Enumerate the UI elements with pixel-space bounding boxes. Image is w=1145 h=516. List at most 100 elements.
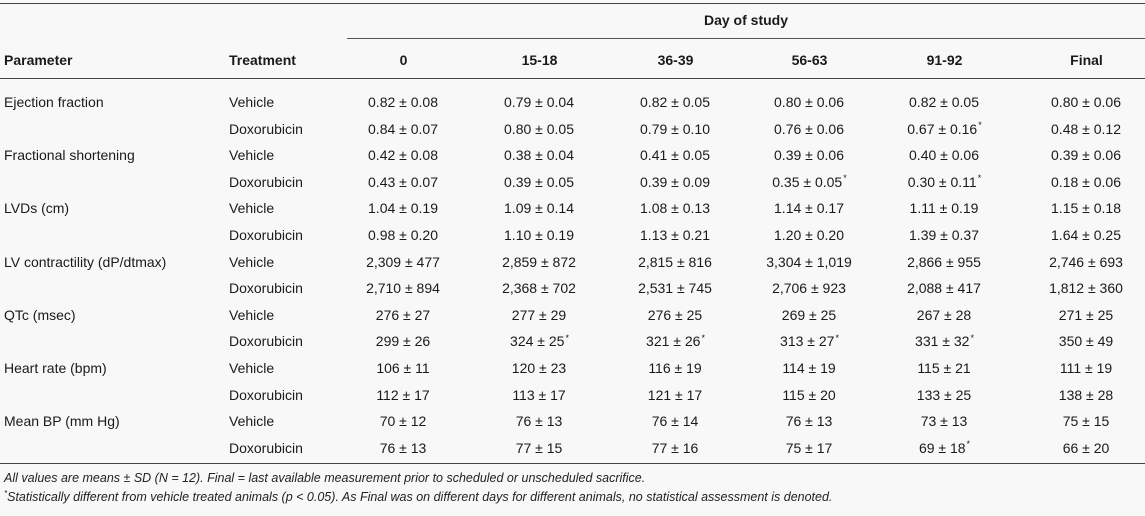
significance-star: * [966,439,971,450]
footnote-marker: * [4,488,8,498]
cell-treatment: Doxorubicin [229,280,303,297]
cell-value-text: 0.79 ± 0.04 [504,94,574,110]
significance-star: * [977,173,982,184]
cell-value: 106 ± 11 [347,355,460,381]
cell-value-text: 313 ± 27 [780,333,835,350]
cell-value-text: 277 ± 29 [511,306,567,323]
cell-value-text: 2,866 ± 955 [907,253,981,270]
span-header-day-of-study: Day of study [703,12,788,28]
cell-value-text: 113 ± 17 [512,386,566,403]
cell-parameter: LVDs (cm) [4,200,70,217]
cell-treatment: Doxorubicin [229,386,303,403]
cell-value-text: 75 ± 15 [1062,413,1110,430]
cell-value: 2,859 ± 872 [483,249,596,275]
cell-value-text: 0.40 ± 0.06 [909,147,979,164]
cell-value-text: 0.98 ± 0.20 [368,227,438,243]
cell-value-text: 0.39 ± 0.09 [640,173,710,190]
cell-parameter: LV contractility (dP/dtmax) [4,253,167,270]
cell-value: 73 ± 13 [888,408,1001,434]
cell-value-text: 2,815 ± 816 [638,253,712,270]
cell-value: 2,710 ± 894 [347,275,460,301]
cell-parameter: QTc (msec) [4,306,76,323]
cell-value: 299 ± 26 [347,328,460,354]
cell-value-text: 112 ± 17 [376,386,430,403]
cell-value: 2,815 ± 816 [619,249,732,275]
cell-value: 112 ± 17 [347,382,460,408]
col-header-day-36-39: 36-39 [657,52,694,68]
cell-value: 75 ± 17 [753,435,866,461]
cell-value-text: 106 ± 11 [376,360,430,376]
bottom-rule [0,463,1145,464]
cell-value: 1.09 ± 0.14 [483,195,596,221]
cell-value: 111 ± 19 [1030,355,1143,381]
cell-value: 77 ± 16 [619,435,732,461]
cell-value: 0.98 ± 0.20 [347,222,460,248]
cell-value: 76 ± 13 [483,408,596,434]
cell-value: 1.11 ± 0.19 [888,195,1001,221]
cell-value-text: 0.39 ± 0.06 [1051,147,1121,164]
cell-value: 121 ± 17 [619,382,732,408]
cell-value-text: 76 ± 13 [515,413,563,430]
cell-treatment: Vehicle [229,306,275,323]
cell-value-text: 1.08 ± 0.13 [640,200,710,217]
cell-value-text: 76 ± 14 [651,413,699,430]
cell-value-text: 2,368 ± 702 [502,280,576,297]
cell-value: 1.20 ± 0.20 [753,222,866,248]
cell-value: 0.80 ± 0.06 [1030,89,1143,115]
cell-value-text: 3,304 ± 1,019 [766,253,852,270]
cell-value-text: 75 ± 17 [785,439,833,456]
top-rule [0,3,1145,4]
cell-value-text: 276 ± 25 [647,306,703,323]
cell-value: 1.39 ± 0.37 [888,222,1001,248]
cell-value-text: 1.04 ± 0.19 [368,200,438,217]
cell-value-text: 0.38 ± 0.04 [504,147,574,164]
cell-value-text: 121 ± 17 [647,386,703,403]
cell-value: 0.82 ± 0.05 [888,89,1001,115]
cell-value: 70 ± 12 [347,408,460,434]
cell-value: 269 ± 25 [753,302,866,328]
cell-value-text: 0.42 ± 0.08 [368,147,438,164]
significance-star: * [843,173,847,184]
cell-value-text: 269 ± 25 [781,306,837,323]
cell-value-text: 1.11 ± 0.19 [909,200,979,217]
cell-value: 0.30 ± 0.11* [888,169,1001,195]
cell-value-text: 0.80 ± 0.05 [504,120,574,137]
cell-value-text: 1.09 ± 0.14 [504,200,574,217]
footnote-significance: *Statistically different from vehicle tr… [4,488,832,504]
cell-value: 0.67 ± 0.16* [888,116,1001,142]
cell-value-text: 116 ± 19 [648,360,702,376]
cell-value: 2,309 ± 477 [347,249,460,275]
cell-value-text: 1.15 ± 0.18 [1051,200,1121,217]
cell-value-text: 321 ± 26 [646,333,701,350]
cell-value-text: 0.84 ± 0.07 [368,120,438,137]
cell-parameter: Heart rate (bpm) [4,360,107,376]
cell-value-text: 2,531 ± 745 [638,280,712,297]
significance-star: * [701,332,705,343]
cell-treatment: Vehicle [229,147,275,164]
cell-value-text: 1.64 ± 0.25 [1051,227,1121,243]
header-bottom-rule [0,78,1145,79]
col-header-day-0: 0 [399,52,408,68]
cell-value: 75 ± 15 [1030,408,1143,434]
cell-value: 115 ± 21 [888,355,1001,381]
cell-value-text: 1.39 ± 0.37 [909,227,979,243]
cell-value: 0.84 ± 0.07 [347,116,460,142]
cell-value: 0.40 ± 0.06 [888,142,1001,168]
cell-value-text: 0.30 ± 0.11 [907,173,977,190]
cell-value: 1.64 ± 0.25 [1030,222,1143,248]
cell-value-text: 115 ± 20 [782,386,836,403]
cell-value-text: 0.48 ± 0.12 [1051,120,1121,137]
cell-value: 0.39 ± 0.06 [1030,142,1143,168]
cell-treatment: Doxorubicin [229,227,303,243]
cell-value-text: 0.80 ± 0.06 [1051,94,1121,110]
cell-value-text: 267 ± 28 [916,306,972,323]
cell-value: 1.14 ± 0.17 [753,195,866,221]
cell-parameter: Ejection fraction [4,94,104,110]
cell-value-text: 114 ± 19 [782,360,836,376]
cell-value-text: 0.82 ± 0.05 [640,94,710,110]
cell-value-text: 69 ± 18 [918,439,966,456]
cell-value: 138 ± 28 [1030,382,1143,408]
cell-value: 331 ± 32* [888,328,1001,354]
cell-treatment: Doxorubicin [229,120,303,137]
cell-treatment: Vehicle [229,360,275,376]
